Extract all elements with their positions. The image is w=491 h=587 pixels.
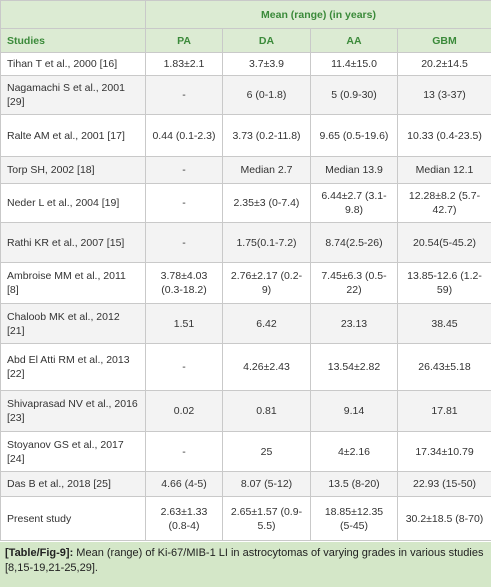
value-cell: 3.73 (0.2-11.8)	[222, 114, 311, 157]
value-cell: 1.75(0.1-7.2)	[222, 222, 311, 263]
group-header-row: Mean (range) (in years)	[0, 0, 491, 29]
value-cell: 13 (3-37)	[396, 75, 491, 115]
column-header: GBM	[396, 28, 491, 53]
study-cell: Chaloob MK et al., 2012 [21]	[0, 303, 146, 344]
caption-text: Mean (range) of Ki-67/MIB-1 LI in astroc…	[5, 547, 484, 574]
value-cell: 9.14	[310, 390, 398, 432]
table-row: Abd El Atti RM et al., 2013 [22] -4.26±2.…	[0, 343, 491, 391]
value-cell: 22.93 (15-50)	[396, 471, 491, 497]
value-cell: 30.2±18.5 (8-70)	[396, 496, 491, 541]
value-cell: 0.81	[222, 390, 311, 432]
table-row: Neder L et al., 2004 [19] -2.35±3 (0-7.4)…	[0, 183, 491, 223]
value-cell: 2.35±3 (0-7.4)	[222, 183, 311, 223]
value-cell: 2.76±2.17 (0.2-9)	[222, 262, 311, 304]
data-table: Mean (range) (in years) Studies PA DA AA GBM…	[0, 0, 491, 541]
table-row: Nagamachi S et al., 2001 [29] -6 (0-1.8) 5…	[0, 75, 491, 115]
table-row: Ambroise MM et al., 2011 [8] 3.78±4.03 (0…	[0, 262, 491, 304]
value-cell: 7.45±6.3 (0.5-22)	[310, 262, 398, 304]
value-cell: 20.54(5-45.2)	[396, 222, 491, 263]
value-cell: 23.13	[310, 303, 398, 344]
study-cell: Torp SH, 2002 [18]	[0, 156, 146, 184]
value-cell: Median 2.7	[222, 156, 311, 184]
value-cell: 3.78±4.03 (0.3-18.2)	[145, 262, 223, 304]
value-cell: 26.43±5.18	[396, 343, 491, 391]
value-cell: 38.45	[396, 303, 491, 344]
value-cell: 1.51	[145, 303, 223, 344]
value-cell: 2.65±1.57 (0.9-5.5)	[222, 496, 311, 541]
value-cell: 9.65 (0.5-19.6)	[310, 114, 398, 157]
study-cell: Rathi KR et al., 2007 [15]	[0, 222, 146, 263]
value-cell: 17.34±10.79	[396, 431, 491, 472]
value-cell: Median 13.9	[310, 156, 398, 184]
value-cell: 20.2±14.5	[396, 52, 491, 76]
value-cell: 3.7±3.9	[222, 52, 311, 76]
table-row: Stoyanov GS et al., 2017 [24] -25 4±2.16 17…	[0, 431, 491, 472]
study-cell: Das B et al., 2018 [25]	[0, 471, 146, 497]
value-cell: 4.26±2.43	[222, 343, 311, 391]
value-cell: 8.74(2.5-26)	[310, 222, 398, 263]
table-row: Rathi KR et al., 2007 [15] -1.75(0.1-7.2)…	[0, 222, 491, 263]
value-cell: -	[145, 183, 223, 223]
value-cell: 12.28±8.2 (5.7-42.7)	[396, 183, 491, 223]
value-cell: 0.02	[145, 390, 223, 432]
column-header: Studies	[0, 28, 146, 53]
value-cell: 6.42	[222, 303, 311, 344]
study-cell: Neder L et al., 2004 [19]	[0, 183, 146, 223]
value-cell: 17.81	[396, 390, 491, 432]
value-cell: 4±2.16	[310, 431, 398, 472]
table-body: Tihan T et al., 2000 [16] 1.83±2.1 3.7±3.9…	[0, 52, 491, 541]
value-cell: 6.44±2.7 (3.1-9.8)	[310, 183, 398, 223]
value-cell: -	[145, 431, 223, 472]
group-header: Mean (range) (in years)	[144, 0, 491, 29]
value-cell: 25	[222, 431, 311, 472]
value-cell: -	[145, 343, 223, 391]
study-cell: Shivaprasad NV et al., 2016 [23]	[0, 390, 146, 432]
table-row: Das B et al., 2018 [25] 4.66 (4-5) 8.07 (5…	[0, 471, 491, 497]
study-cell: Tihan T et al., 2000 [16]	[0, 52, 146, 76]
value-cell: -	[145, 75, 223, 115]
table-row: Chaloob MK et al., 2012 [21] 1.51 6.42 23.1…	[0, 303, 491, 344]
header-blank	[0, 0, 146, 29]
caption: [Table/Fig-9]: Mean (range) of Ki-67/MIB…	[0, 542, 491, 587]
value-cell: 18.85±12.35 (5-45)	[310, 496, 398, 541]
caption-label: [Table/Fig-9]:	[5, 547, 74, 559]
study-cell: Nagamachi S et al., 2001 [29]	[0, 75, 146, 115]
value-cell: 0.44 (0.1-2.3)	[145, 114, 223, 157]
value-cell: 2.63±1.33 (0.8-4)	[145, 496, 223, 541]
value-cell: 13.85-12.6 (1.2-59)	[396, 262, 491, 304]
value-cell: 1.83±2.1	[145, 52, 223, 76]
value-cell: 6 (0-1.8)	[222, 75, 311, 115]
study-cell: Ambroise MM et al., 2011 [8]	[0, 262, 146, 304]
study-cell: Ralte AM et al., 2001 [17]	[0, 114, 146, 157]
value-cell: 13.54±2.82	[310, 343, 398, 391]
value-cell: Median 12.1	[396, 156, 491, 184]
value-cell: 13.5 (8-20)	[310, 471, 398, 497]
value-cell: -	[145, 222, 223, 263]
table-row: Present study 2.63±1.33 (0.8-4) 2.65±1.57 …	[0, 496, 491, 541]
table-row: Torp SH, 2002 [18] - Median 2.7 Median 13.9…	[0, 156, 491, 184]
study-cell: Abd El Atti RM et al., 2013 [22]	[0, 343, 146, 391]
column-header-row: Studies PA DA AA GBM	[0, 28, 491, 53]
column-header: DA	[222, 28, 311, 53]
value-cell: 8.07 (5-12)	[222, 471, 311, 497]
table-row: Ralte AM et al., 2001 [17] 0.44 (0.1-2.3)…	[0, 114, 491, 157]
value-cell: 11.4±15.0	[310, 52, 398, 76]
column-header: PA	[145, 28, 223, 53]
column-header: AA	[310, 28, 398, 53]
table-row: Shivaprasad NV et al., 2016 [23] 0.02 0.81…	[0, 390, 491, 432]
value-cell: 10.33 (0.4-23.5)	[396, 114, 491, 157]
study-cell: Present study	[0, 496, 146, 541]
value-cell: -	[145, 156, 223, 184]
value-cell: 4.66 (4-5)	[145, 471, 223, 497]
study-cell: Stoyanov GS et al., 2017 [24]	[0, 431, 146, 472]
value-cell: 5 (0.9-30)	[310, 75, 398, 115]
table-row: Tihan T et al., 2000 [16] 1.83±2.1 3.7±3.9…	[0, 52, 491, 76]
